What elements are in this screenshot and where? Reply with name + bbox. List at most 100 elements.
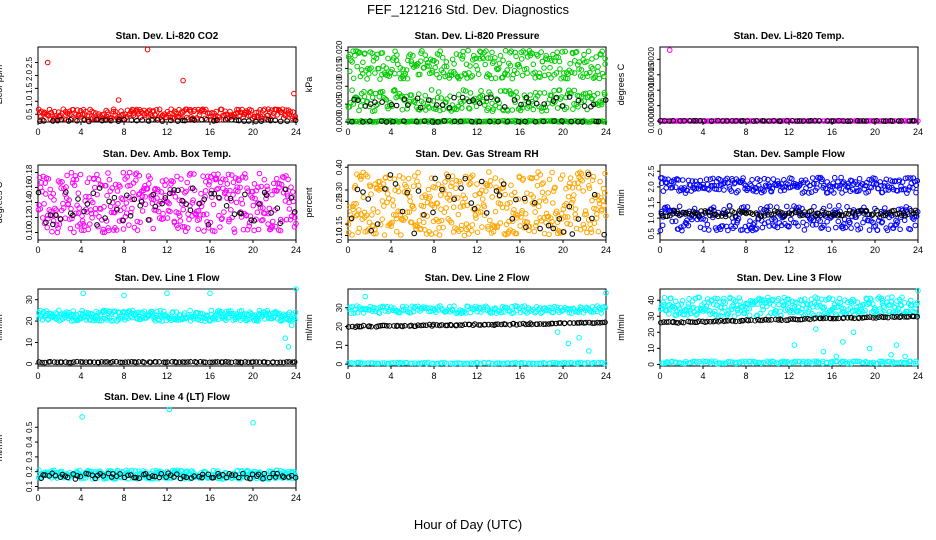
data-point: [73, 312, 80, 318]
data-point: [420, 219, 427, 226]
data-point: [436, 225, 442, 231]
chart-title: Stan. Dev. Sample Flow: [733, 149, 845, 160]
data-point: [390, 212, 397, 218]
data-point: [249, 188, 256, 195]
data-point: [465, 224, 472, 230]
data-point: [541, 90, 548, 96]
data-point: [533, 222, 539, 229]
data-point: [539, 189, 546, 196]
data-point: [517, 309, 524, 316]
data-point: [366, 89, 373, 96]
data-point: [185, 359, 191, 365]
data-point: [133, 474, 139, 481]
data-point: [865, 188, 872, 195]
data-point: [595, 118, 602, 125]
data-point: [784, 181, 791, 188]
data-point: [761, 118, 767, 124]
x-tick-label: 0: [345, 127, 350, 137]
data-point: [898, 118, 904, 124]
data-point: [791, 342, 798, 348]
data-point: [179, 117, 186, 124]
data-point: [830, 118, 837, 124]
data-point: [600, 185, 607, 192]
data-point: [39, 359, 45, 366]
data-point: [392, 181, 399, 187]
y-tick-label: 10: [25, 337, 34, 346]
data-point: [835, 303, 842, 310]
data-point: [250, 420, 256, 426]
data-point: [491, 58, 497, 65]
data-point: [90, 199, 96, 206]
data-point: [248, 217, 255, 223]
data-point: [444, 322, 451, 329]
data-point: [483, 73, 490, 80]
data-point: [238, 196, 244, 203]
data-point: [504, 201, 511, 207]
data-point: [207, 359, 213, 366]
data-point: [911, 313, 917, 320]
data-point: [120, 169, 127, 176]
data-point: [159, 118, 166, 124]
data-point: [518, 56, 525, 62]
data-point: [725, 307, 732, 314]
data-point: [486, 359, 492, 366]
data-point: [522, 198, 529, 204]
data-point: [222, 116, 229, 123]
data-point: [104, 359, 110, 365]
data-point: [671, 207, 678, 214]
data-point: [415, 322, 421, 329]
data-point: [583, 70, 590, 77]
data-point: [758, 360, 765, 367]
data-point: [913, 358, 919, 365]
data-point: [580, 188, 587, 194]
data-point: [765, 209, 771, 215]
data-point: [134, 117, 140, 124]
data-point: [546, 176, 553, 183]
data-point: [108, 318, 114, 324]
data-point: [556, 87, 563, 93]
data-point: [244, 475, 250, 481]
data-point: [507, 62, 514, 69]
data-point: [53, 222, 60, 228]
data-point: [753, 359, 759, 366]
data-point: [288, 322, 295, 329]
data-point: [98, 359, 105, 365]
data-point: [658, 180, 665, 187]
data-point: [465, 360, 471, 367]
data-point: [753, 210, 759, 216]
data-point: [369, 94, 376, 101]
data-point: [582, 360, 588, 367]
data-point: [89, 311, 95, 318]
data-point: [265, 221, 271, 227]
data-point: [557, 230, 564, 236]
data-point: [801, 316, 808, 322]
data-point: [523, 224, 529, 230]
data-point: [203, 211, 210, 217]
data-point: [410, 52, 416, 59]
data-point: [425, 97, 432, 103]
data-point: [521, 195, 528, 202]
x-tick-label: 12: [472, 127, 482, 137]
data-point: [470, 97, 476, 103]
data-point: [566, 360, 572, 366]
data-point: [733, 118, 739, 124]
data-point: [576, 66, 582, 72]
data-point: [261, 470, 268, 477]
data-point: [388, 101, 395, 108]
data-point: [882, 314, 889, 320]
data-point: [731, 209, 738, 216]
data-point: [284, 118, 291, 124]
data-point: [368, 323, 374, 330]
data-point: [79, 414, 85, 420]
y-axis-label: percent: [304, 187, 314, 218]
data-point: [372, 70, 378, 76]
data-point: [664, 213, 671, 219]
data-point: [796, 359, 803, 365]
data-point: [72, 173, 79, 179]
data-point: [838, 174, 844, 181]
data-point: [524, 119, 531, 125]
data-point: [880, 118, 887, 124]
data-point: [547, 64, 553, 71]
x-tick-label: 20: [558, 127, 568, 137]
data-point: [440, 224, 446, 231]
